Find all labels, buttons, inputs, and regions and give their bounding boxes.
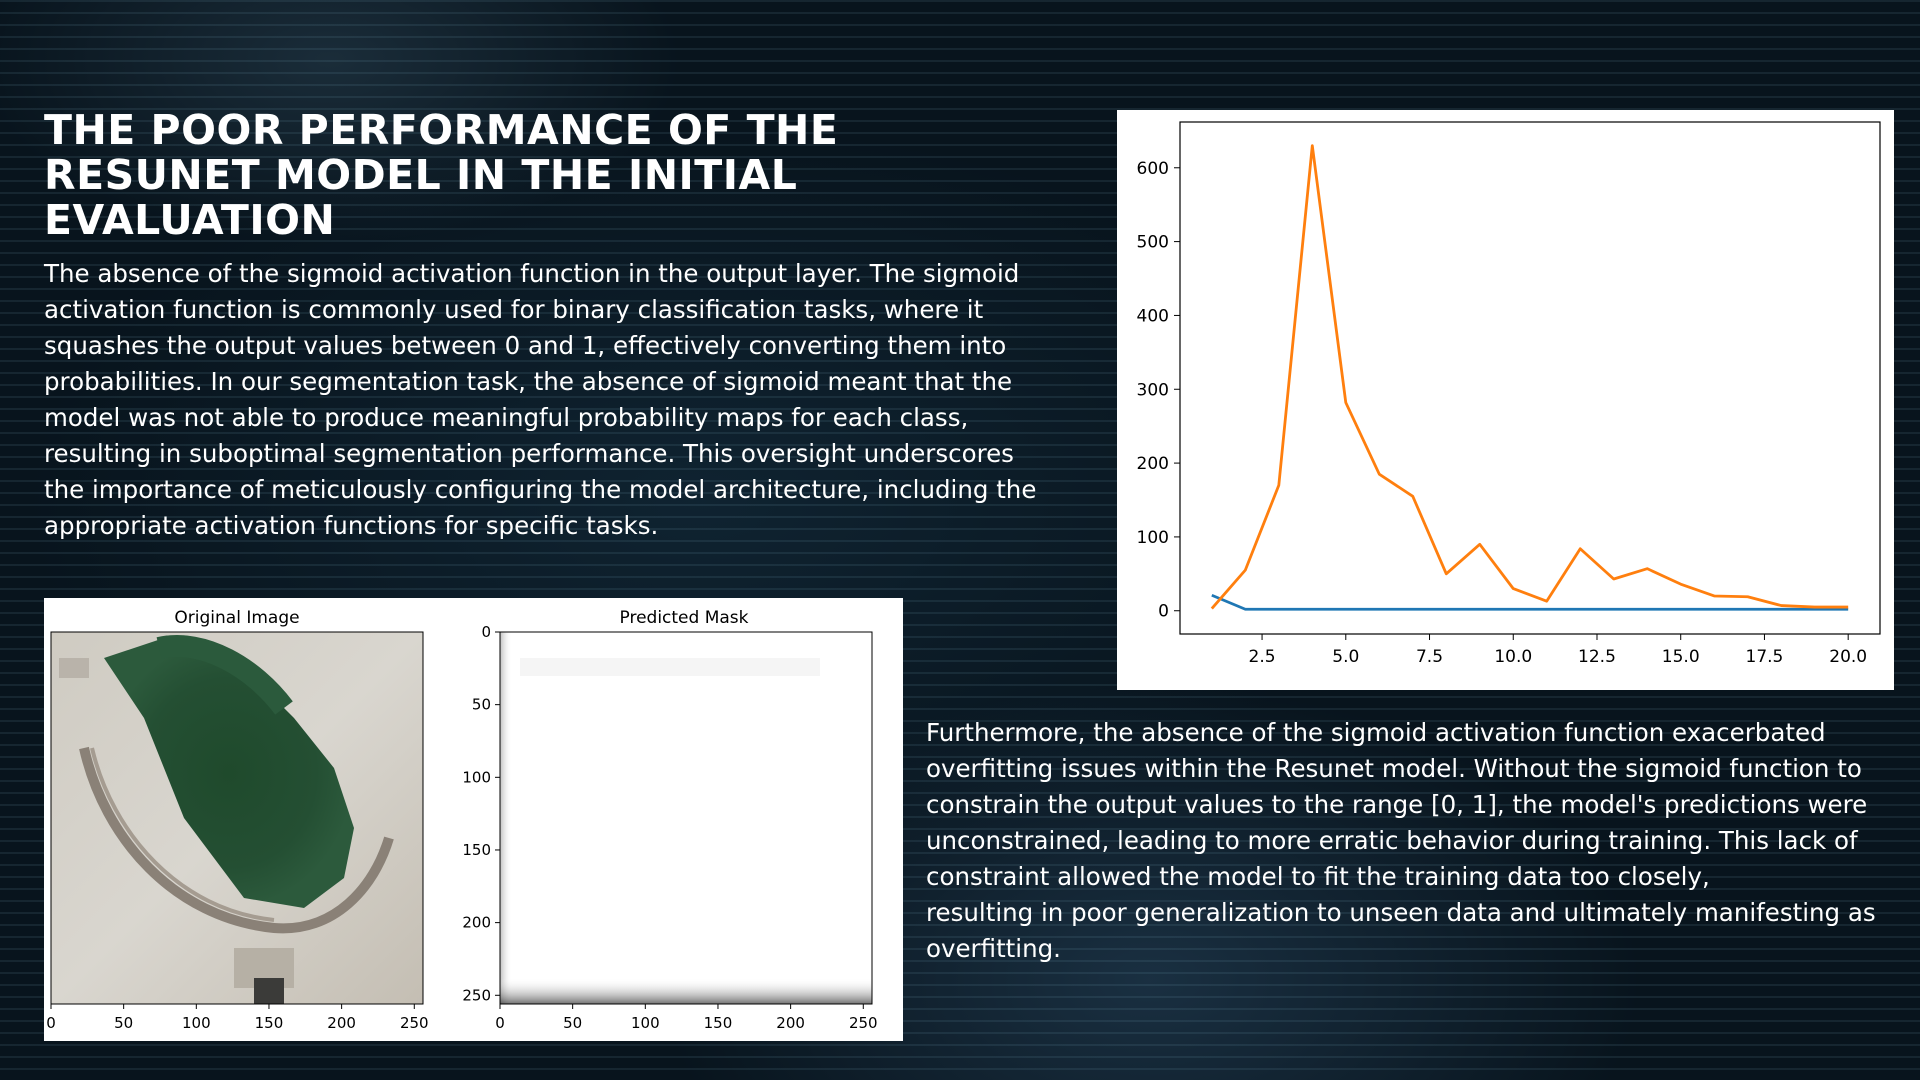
- predicted-mask-title: Predicted Mask: [620, 608, 749, 628]
- x-tick-label: 5.0: [1332, 647, 1359, 667]
- paragraph-sigmoid-absence: The absence of the sigmoid activation fu…: [44, 256, 1069, 544]
- x-tick-label: 50: [563, 1014, 582, 1032]
- paragraph-line: squashes the output values between 0 and…: [44, 331, 1007, 360]
- y-tick-label: 50: [472, 696, 491, 714]
- paragraph-line: model was not able to produce meaningful…: [44, 403, 969, 432]
- paragraph-overfitting: Furthermore, the absence of the sigmoid …: [926, 715, 1916, 967]
- y-tick-label: 600: [1137, 159, 1169, 179]
- x-tick-label: 250: [400, 1014, 429, 1032]
- paragraph-line: probabilities. In our segmentation task,…: [44, 367, 1013, 396]
- x-tick-label: 10.0: [1494, 647, 1532, 667]
- x-tick-label: 100: [182, 1014, 211, 1032]
- y-tick-label: 250: [462, 986, 491, 1004]
- segmentation-figure: Original Image 0 50 100 150 200 250 Predicted…: [46, 608, 878, 1032]
- paragraph-line: the importance of meticulously configuri…: [44, 475, 1037, 504]
- y-tick-label: 0: [481, 623, 491, 641]
- paragraph-line: activation function is commonly used for…: [44, 295, 984, 324]
- slide-title: THE POOR PERFORMANCE OF THE RESUNET MODE…: [44, 106, 839, 244]
- y-tick-label: 200: [1137, 454, 1169, 474]
- x-tick-label: 0: [495, 1014, 505, 1032]
- loss-chart-panel: 2.5 5.0 7.5 10.0 12.5 15.0 17.5 20.0 0 100 200 300…: [1117, 110, 1894, 690]
- y-tick-label: 300: [1137, 380, 1169, 400]
- paragraph-line: Furthermore, the absence of the sigmoid …: [926, 718, 1826, 747]
- paragraph-line: The absence of the sigmoid activation fu…: [44, 259, 1020, 288]
- paragraph-line: constrain the output values to the range…: [926, 790, 1868, 819]
- loss-series-2-line: [1210, 144, 1849, 610]
- predicted-mask-frame: [499, 631, 873, 1005]
- paragraph-line: appropriate activation functions for spe…: [44, 511, 659, 540]
- original-image-frame: [50, 631, 424, 1005]
- y-tick-label: 500: [1137, 233, 1169, 253]
- x-tick-label: 200: [327, 1014, 356, 1032]
- x-tick-label: 2.5: [1249, 647, 1276, 667]
- y-tick-label: 100: [1137, 528, 1169, 548]
- x-tick-label: 20.0: [1829, 647, 1867, 667]
- x-tick-label: 15.0: [1662, 647, 1700, 667]
- x-tick-label: 0: [46, 1014, 56, 1032]
- loss-series-1-line: [1211, 593, 1849, 611]
- plot-frame: [1179, 121, 1881, 635]
- paragraph-line: overfitting issues within the Resunet mo…: [926, 754, 1862, 783]
- x-tick-label: 100: [631, 1014, 660, 1032]
- x-tick-label: 150: [704, 1014, 733, 1032]
- y-tick-label: 150: [462, 841, 491, 859]
- loss-line-chart: 2.5 5.0 7.5 10.0 12.5 15.0 17.5 20.0 0 100 200 300…: [1137, 121, 1881, 667]
- original-image-title: Original Image: [174, 608, 299, 628]
- x-tick-label: 200: [776, 1014, 805, 1032]
- paragraph-line: constraint allowed the model to fit the …: [926, 862, 1710, 891]
- x-tick-label: 17.5: [1746, 647, 1784, 667]
- paragraph-line: resulting in poor generalization to unse…: [926, 898, 1876, 927]
- x-tick-label: 12.5: [1578, 647, 1616, 667]
- x-tick-label: 250: [849, 1014, 878, 1032]
- paragraph-line: overfitting.: [926, 934, 1061, 963]
- x-tick-label: 7.5: [1416, 647, 1443, 667]
- segmentation-figure-panel: Original Image 0 50 100 150 200 250 Predicted…: [44, 598, 903, 1041]
- y-tick-label: 400: [1137, 306, 1169, 326]
- x-tick-label: 50: [114, 1014, 133, 1032]
- paragraph-line: unconstrained, leading to more erratic b…: [926, 826, 1858, 855]
- y-tick-label: 200: [462, 914, 491, 932]
- original-satellite-image: [51, 632, 423, 1004]
- paragraph-line: resulting in suboptimal segmentation per…: [44, 439, 1014, 468]
- y-tick-label: 0: [1158, 602, 1169, 622]
- x-tick-label: 150: [255, 1014, 284, 1032]
- predicted-mask-image: [500, 632, 872, 1004]
- y-tick-label: 100: [462, 768, 491, 786]
